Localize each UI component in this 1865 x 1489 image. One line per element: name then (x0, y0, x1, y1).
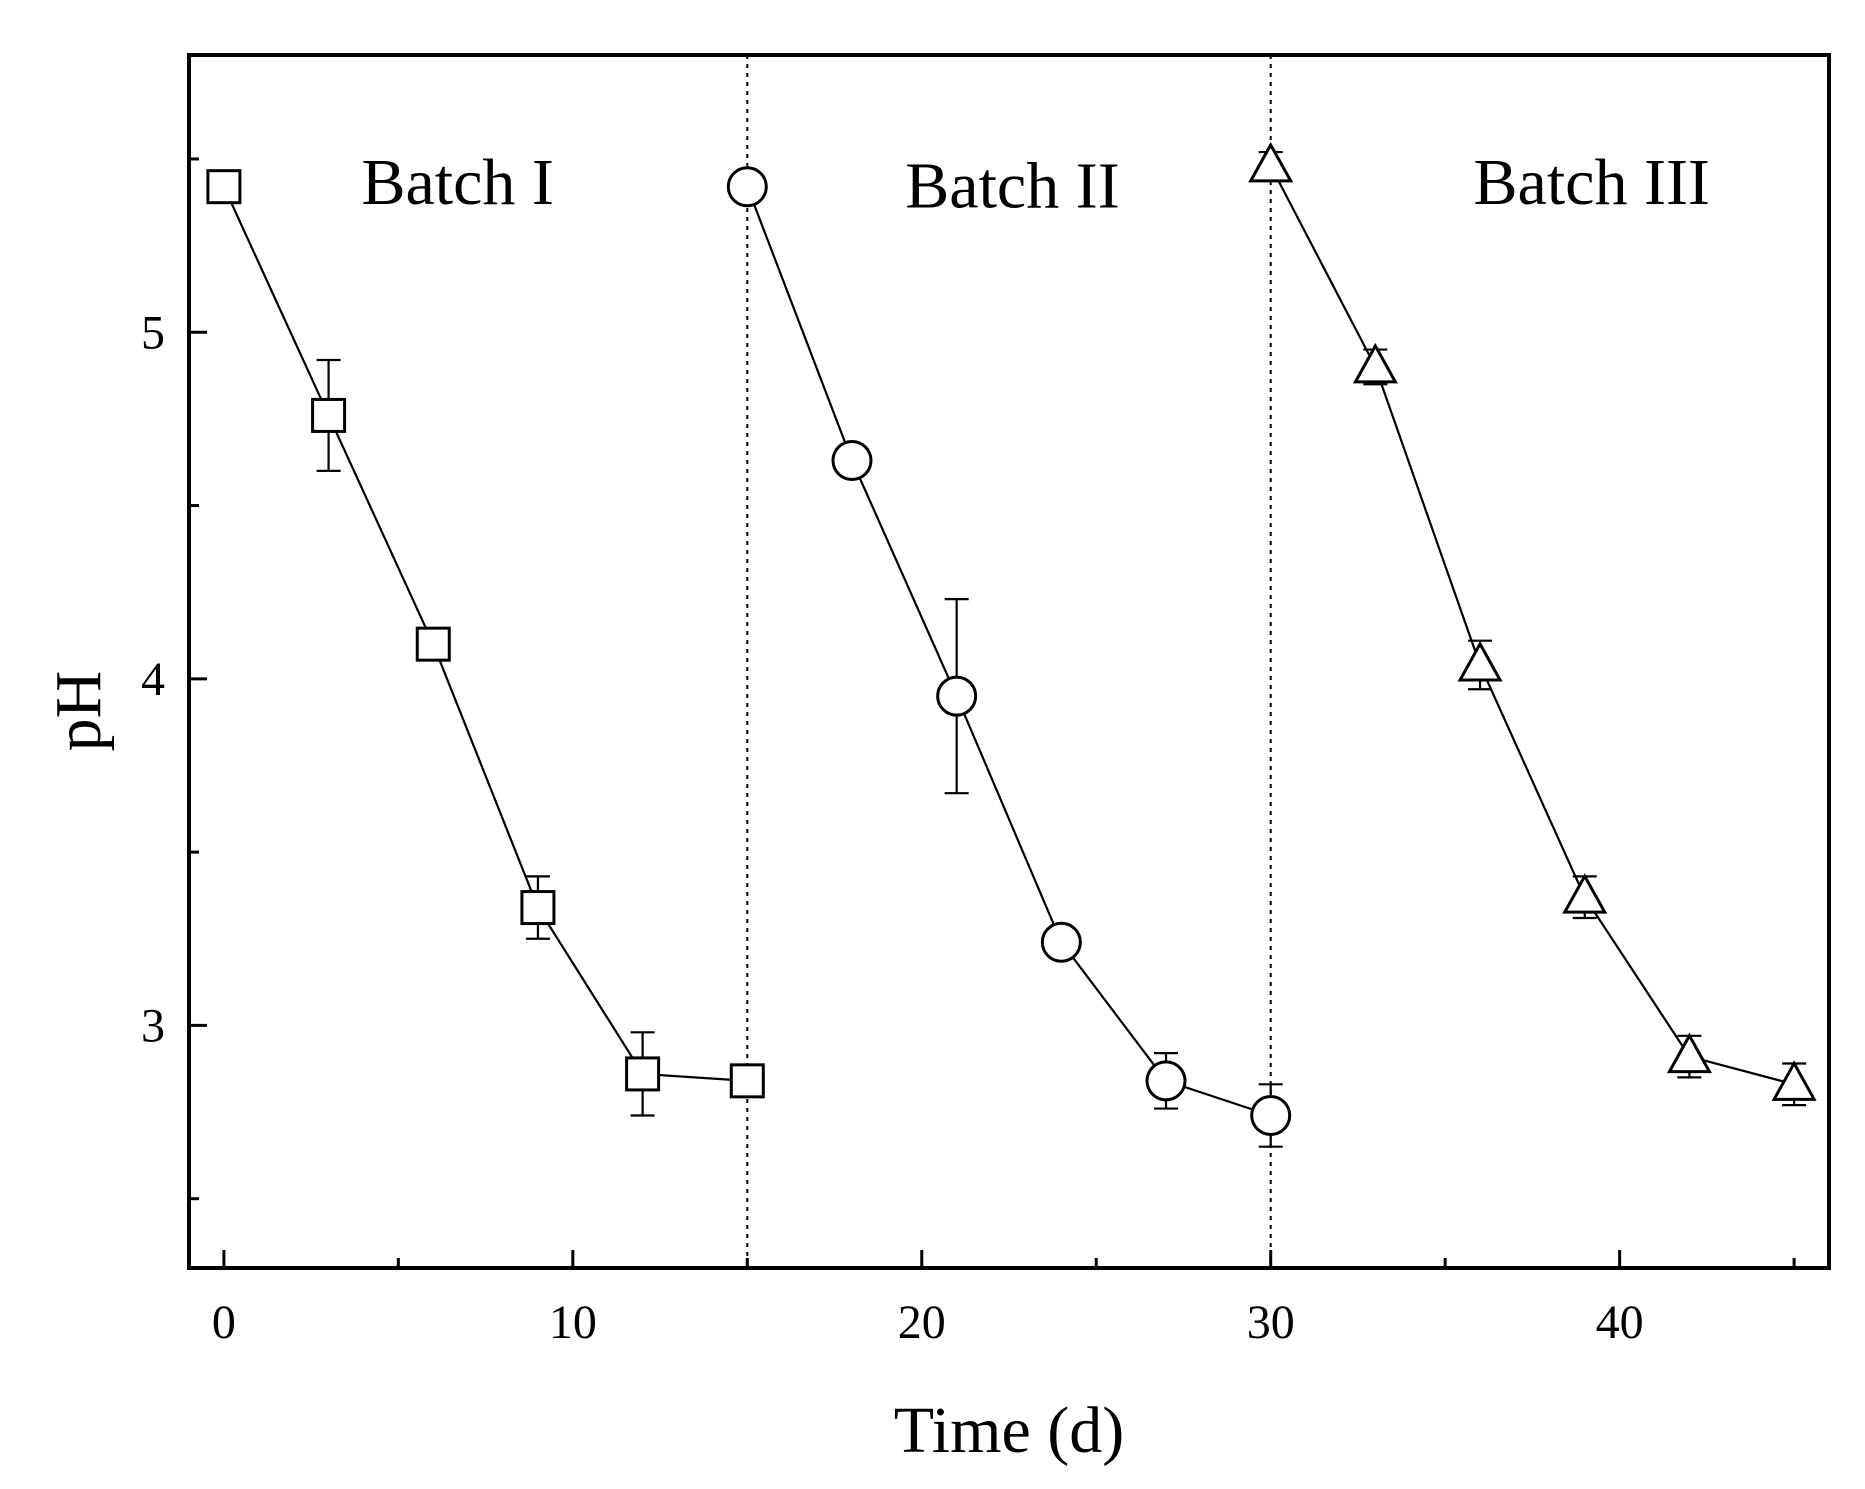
y-axis-title: pH (42, 671, 115, 752)
batch-label-3: Batch III (1474, 146, 1710, 219)
data-point-triangle (1457, 640, 1503, 682)
data-point-triangle (1666, 1032, 1712, 1074)
series-layer (206, 141, 1817, 1148)
data-point-square (206, 169, 242, 205)
data-point-triangle (1771, 1060, 1817, 1101)
series-line-triangle (1269, 165, 1795, 1086)
batch-label-2: Batch II (905, 149, 1119, 222)
data-point-triangle (1352, 342, 1398, 384)
data-point-square (311, 397, 347, 433)
series-square (206, 169, 765, 1117)
x-tick-label: 20 (898, 1296, 946, 1349)
x-axis-title: Time (d) (894, 1394, 1124, 1467)
x-tick-label: 10 (549, 1296, 597, 1349)
y-tick-label: 4 (141, 653, 165, 706)
data-point-circle (1145, 1060, 1187, 1102)
x-tick-label: 0 (212, 1296, 236, 1349)
data-point-circle (831, 439, 873, 481)
data-point-square (625, 1056, 661, 1092)
x-tick-label: 30 (1247, 1296, 1295, 1349)
series-line-square (222, 186, 748, 1082)
data-point-square (520, 890, 556, 926)
batch-dividers (746, 55, 1272, 1268)
data-point-square (729, 1063, 765, 1099)
series-triangle (1248, 141, 1817, 1107)
axis-ticks (189, 157, 1796, 1268)
y-tick-label: 3 (141, 999, 165, 1052)
x-tick-label: 40 (1596, 1296, 1644, 1349)
series-circle (726, 166, 1292, 1148)
data-point-square (415, 626, 451, 662)
y-tick-label: 5 (141, 306, 165, 359)
batch-annotations: Batch I Batch II Batch III (361, 146, 1709, 222)
plot-frame (187, 53, 1831, 1270)
data-point-triangle (1248, 141, 1294, 183)
data-point-circle (936, 675, 978, 717)
data-point-triangle (1562, 873, 1608, 914)
batch-label-1: Batch I (361, 146, 553, 219)
series-line-circle (746, 186, 1272, 1117)
data-point-circle (1250, 1095, 1292, 1137)
data-point-circle (726, 166, 768, 208)
data-point-circle (1040, 921, 1082, 963)
axis-tick-labels: 0 10 20 30 40 3 4 5 (141, 306, 1644, 1349)
